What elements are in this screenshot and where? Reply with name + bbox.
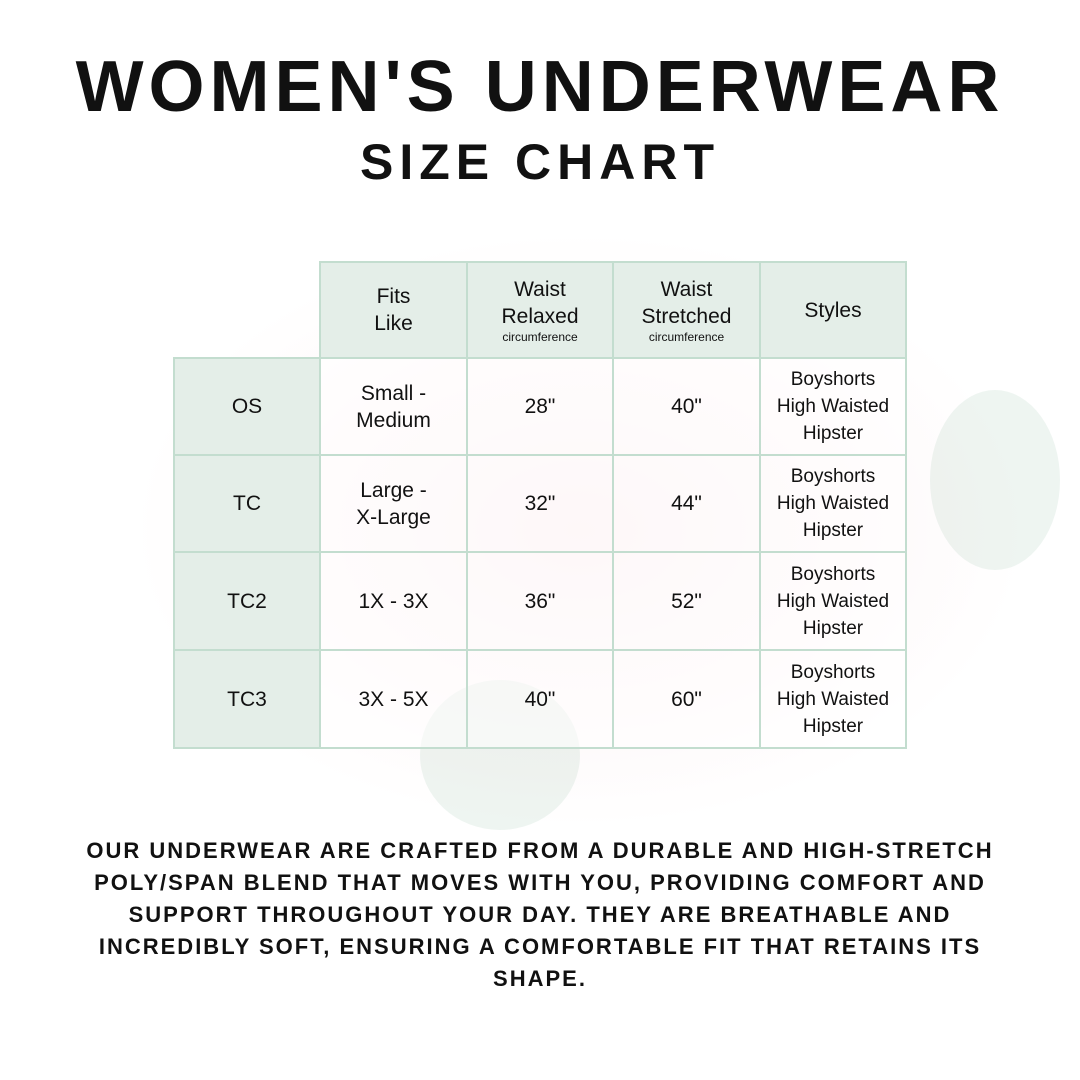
size-chart-table: Fits Like Waist Relaxed circumference Waist… xyxy=(173,261,907,749)
empty-corner xyxy=(173,261,321,359)
row-size-label: TC2 xyxy=(173,551,321,651)
cell-waist-relaxed: 32" xyxy=(466,454,614,553)
header-waist-relaxed: Waist Relaxed circumference xyxy=(466,261,614,359)
header-fits-like: Fits Like xyxy=(319,261,468,359)
cell-fits-like: 3X - 5X xyxy=(319,649,468,749)
header-waist-stretched: Waist Stretched circumference xyxy=(612,261,761,359)
cell-fits-like: Small - Medium xyxy=(319,357,468,456)
cell-styles: Boyshorts High Waisted Hipster xyxy=(759,454,907,553)
row-size-label: TC3 xyxy=(173,649,321,749)
cell-waist-stretched: 60" xyxy=(612,649,761,749)
page-title: WOMEN'S UNDERWEAR xyxy=(75,47,1005,127)
cell-waist-stretched: 40" xyxy=(612,357,761,456)
cell-styles: Boyshorts High Waisted Hipster xyxy=(759,649,907,749)
header-styles: Styles xyxy=(759,261,907,359)
cell-styles: Boyshorts High Waisted Hipster xyxy=(759,551,907,651)
row-size-label: OS xyxy=(173,357,321,456)
page-subtitle: SIZE CHART xyxy=(360,134,720,190)
cell-waist-stretched: 44" xyxy=(612,454,761,553)
cell-styles: Boyshorts High Waisted Hipster xyxy=(759,357,907,456)
cell-fits-like: Large - X-Large xyxy=(319,454,468,553)
cell-fits-like: 1X - 3X xyxy=(319,551,468,651)
cactus-decoration xyxy=(930,390,1060,570)
cell-waist-relaxed: 28" xyxy=(466,357,614,456)
product-description: OUR UNDERWEAR ARE CRAFTED FROM A DURABLE… xyxy=(86,838,994,991)
cell-waist-relaxed: 40" xyxy=(466,649,614,749)
row-size-label: TC xyxy=(173,454,321,553)
cell-waist-relaxed: 36" xyxy=(466,551,614,651)
cell-waist-stretched: 52" xyxy=(612,551,761,651)
